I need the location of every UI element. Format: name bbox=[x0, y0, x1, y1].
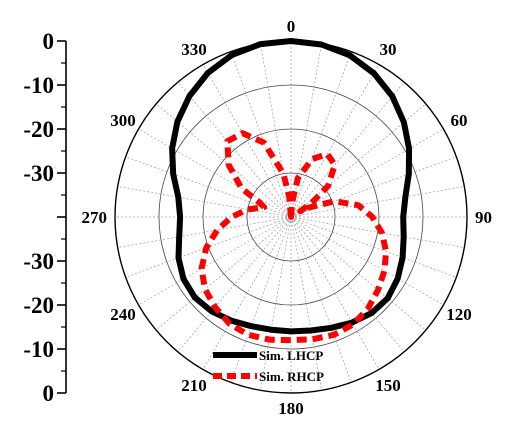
grid-spoke bbox=[230, 51, 292, 218]
radial-tick-label: -10 bbox=[23, 73, 54, 98]
legend-label-rhcp: Sim. RHCP bbox=[259, 369, 324, 384]
grid-spoke bbox=[202, 64, 292, 218]
angle-tick-label: 120 bbox=[446, 305, 472, 324]
angle-tick-label: 150 bbox=[375, 376, 401, 395]
grid-spoke bbox=[155, 216, 292, 331]
grid-spoke bbox=[260, 216, 292, 391]
grid-spoke bbox=[290, 216, 465, 248]
grid-spoke bbox=[290, 216, 352, 383]
radial-tick-label: 0 bbox=[43, 381, 55, 406]
grid-spoke bbox=[290, 81, 405, 218]
angle-tick-label: 180 bbox=[278, 399, 304, 418]
angle-tick-label: 90 bbox=[475, 208, 492, 227]
angle-tick-label: 30 bbox=[380, 40, 397, 59]
angle-tick-label: 0 bbox=[287, 17, 296, 36]
angle-tick-labels: 0 30 60 90 120 150 180 210 240 270 300 330 bbox=[82, 17, 493, 418]
grid-spoke bbox=[138, 128, 292, 218]
radial-axis: 0 -10 -20 -30 -30 -20 -10 0 bbox=[23, 29, 67, 406]
series-lines bbox=[169, 38, 413, 344]
grid-spoke bbox=[177, 81, 292, 218]
radial-tick-label: -30 bbox=[23, 161, 54, 186]
series-line-lhcp bbox=[169, 38, 413, 335]
radial-tick-label: -10 bbox=[23, 337, 54, 362]
grid-spoke bbox=[290, 64, 380, 218]
radial-tick-label: -30 bbox=[23, 249, 54, 274]
grid-spoke bbox=[290, 216, 405, 353]
angle-tick-label: 60 bbox=[451, 111, 468, 130]
grid-spoke bbox=[117, 186, 292, 218]
grid-spoke bbox=[290, 156, 457, 218]
grid-spoke bbox=[290, 216, 444, 306]
angle-tick-label: 240 bbox=[110, 305, 136, 324]
grid-spoke bbox=[290, 216, 380, 370]
grid-spoke bbox=[290, 51, 352, 218]
grid-spoke bbox=[290, 43, 322, 218]
angle-tick-label: 210 bbox=[181, 376, 207, 395]
grid-spoke bbox=[202, 216, 292, 370]
radial-tick-label: 0 bbox=[43, 29, 55, 54]
series-line-rhcp bbox=[198, 130, 390, 344]
legend: Sim. LHCP Sim. RHCP bbox=[213, 348, 324, 384]
grid-spoke bbox=[290, 186, 465, 218]
legend-label-lhcp: Sim. LHCP bbox=[259, 348, 323, 363]
grid-spoke bbox=[177, 216, 292, 353]
radial-tick-label: -20 bbox=[23, 293, 54, 318]
grid-spoke bbox=[290, 216, 427, 331]
grid-spoke bbox=[290, 128, 444, 218]
grid-spoke bbox=[230, 216, 292, 383]
angle-tick-label: 300 bbox=[110, 111, 136, 130]
grid-spoke bbox=[138, 216, 292, 306]
grid-spoke bbox=[155, 103, 292, 218]
angle-tick-label: 330 bbox=[181, 40, 207, 59]
grid-spoke bbox=[260, 43, 292, 218]
radial-tick-label: -20 bbox=[23, 117, 54, 142]
grid-spoke bbox=[290, 216, 457, 278]
grid-spoke bbox=[290, 216, 322, 391]
angle-tick-label: 270 bbox=[82, 208, 108, 227]
grid-spoke bbox=[117, 216, 292, 248]
